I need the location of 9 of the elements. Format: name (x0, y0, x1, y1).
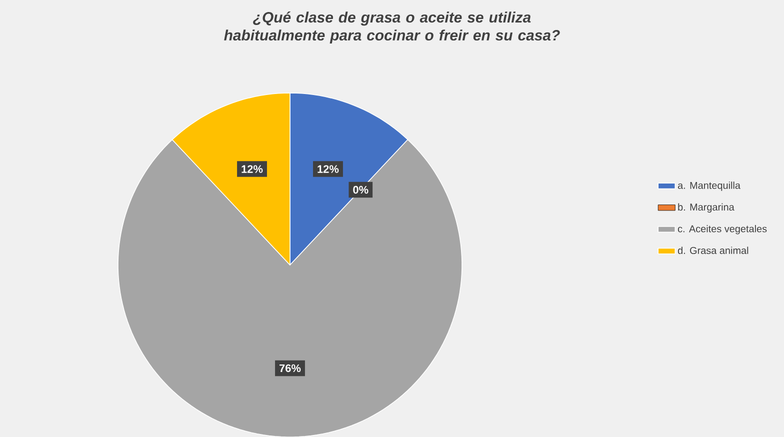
legend-label: c. Aceites vegetales (678, 224, 767, 234)
data-label: 76% (280, 364, 301, 372)
data-label: 12% (318, 165, 339, 173)
data-label: 12% (242, 165, 263, 173)
text: 0% (353, 186, 368, 194)
legend-label: a. Mantequilla (678, 182, 740, 191)
legend-label: d. Grasa animal (678, 246, 748, 254)
legend-label: b. Margarina (678, 203, 734, 213)
chart-title: ¿Qué clase de grasa o aceite se utiliza habitualmente para cocinar o freir en su casa? (224, 12, 560, 44)
